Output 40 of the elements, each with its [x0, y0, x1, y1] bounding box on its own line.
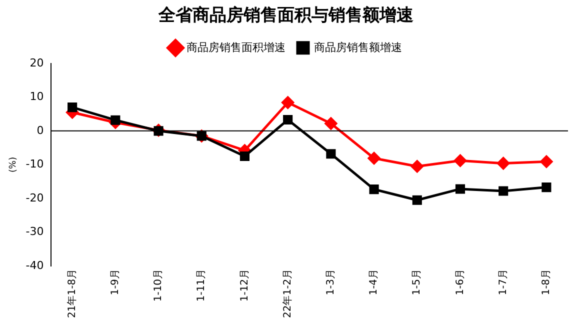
point [110, 115, 120, 125]
point [412, 195, 422, 205]
x-tick-label: 1-10月 [153, 268, 164, 302]
point [540, 155, 553, 168]
x-tick-label: 1-5月 [412, 268, 423, 296]
point [454, 154, 466, 167]
x-tick-label: 1-6月 [454, 268, 466, 296]
point [498, 186, 508, 196]
y-axis-title: (%) [8, 156, 19, 172]
point [368, 152, 380, 165]
point [68, 102, 78, 112]
point [326, 149, 336, 159]
legend-label: 商品房销售额增速 [314, 40, 402, 54]
point [283, 114, 293, 125]
y-tick-label: -20 [26, 191, 44, 204]
point [282, 96, 294, 109]
y-tick-label: -10 [26, 158, 44, 171]
point [240, 151, 250, 162]
point [497, 157, 510, 170]
point [369, 184, 379, 194]
x-tick-label: 1-3月 [326, 268, 337, 296]
chart-title: 全省商品房销售面积与销售额增速 [158, 6, 414, 26]
x-tick-label: 1-8月 [541, 268, 552, 296]
x-tick-label: 22年1-2月 [281, 268, 294, 318]
x-tick-label: 1-7月 [498, 268, 509, 296]
x-tick-label: 1-9月 [110, 268, 122, 296]
x-tick-label: 1-11月 [196, 268, 208, 302]
point [324, 117, 338, 130]
legend-label: 商品房销售面积增速 [186, 40, 286, 54]
point [542, 182, 552, 192]
y-tick-label: 0 [36, 124, 44, 137]
y-tick-label: -40 [26, 258, 44, 272]
x-tick-label: 1-4月 [368, 268, 380, 296]
x-tick-label: 1-12月 [239, 268, 250, 302]
point [410, 160, 424, 173]
y-tick-label: 10 [30, 90, 44, 104]
x-tick-label: 21年1-8月 [66, 268, 78, 318]
y-tick-label: -30 [26, 225, 44, 238]
point [455, 184, 466, 194]
y-tick-label: 20 [30, 56, 44, 70]
